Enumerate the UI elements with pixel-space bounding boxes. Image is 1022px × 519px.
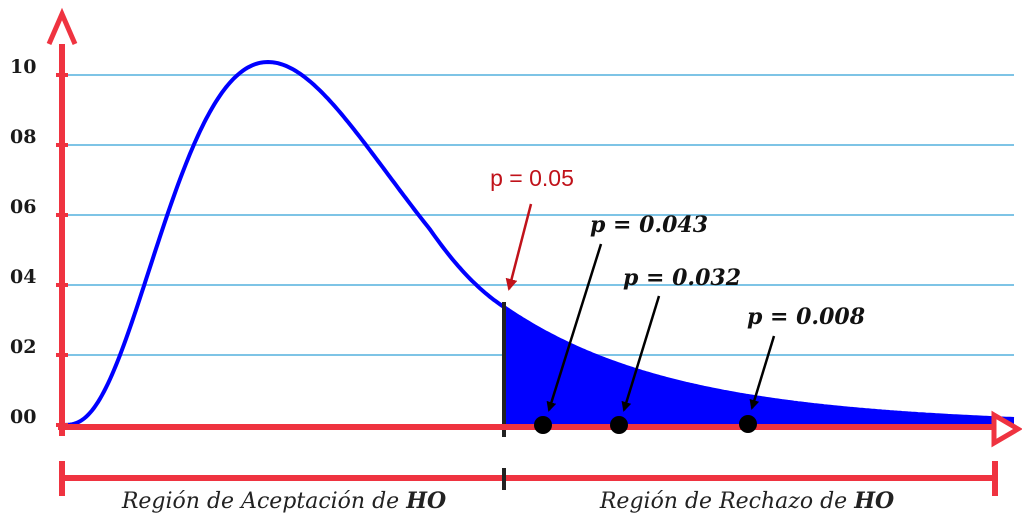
p-point-2 (610, 416, 628, 434)
p-value-annotations: p = 0.043 p = 0.032 p = 0.008 (534, 212, 865, 434)
p-point-1 (534, 416, 552, 434)
gridlines (62, 74, 1014, 356)
y-tick-label-02: 02 (10, 336, 36, 358)
rejection-region-label: Región de Rechazo de HO (599, 488, 894, 514)
axes (46, 7, 1022, 448)
p-label-2: p = 0.032 (623, 265, 741, 291)
p-label-3: p = 0.008 (747, 304, 865, 330)
y-axis-arrow-icon (46, 7, 78, 45)
y-tick-label-06: 06 (10, 196, 36, 218)
x-axis-arrow-icon (991, 410, 1022, 448)
p-label-1: p = 0.043 (590, 212, 708, 238)
critical-label: p = 0.05 (490, 165, 574, 191)
y-tick-label-00: 00 (10, 406, 36, 428)
rejection-area (504, 307, 1014, 425)
p-arrow-3 (749, 335, 776, 410)
p-point-3 (739, 415, 757, 433)
y-tick-labels: 00 02 04 06 08 10 (10, 56, 68, 428)
critical-arrow (505, 203, 533, 291)
y-tick-label-08: 08 (10, 126, 36, 148)
y-tick-label-10: 10 (10, 56, 36, 78)
region-bracket (59, 461, 998, 496)
density-curve (62, 59, 1015, 427)
y-tick-label-04: 04 (10, 266, 36, 288)
acceptance-region-label: Región de Aceptación de HO (121, 488, 446, 514)
p-arrow-1 (546, 243, 603, 412)
p-arrow-2 (621, 295, 661, 412)
